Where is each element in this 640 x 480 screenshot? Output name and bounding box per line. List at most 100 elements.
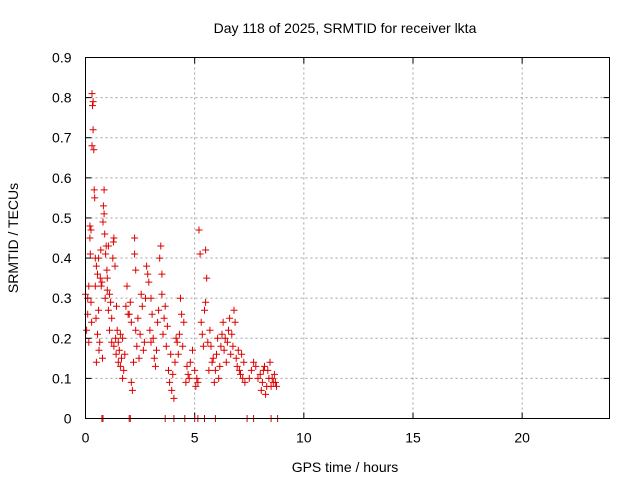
tick-labels: 0 0.1 0.2 0.3 0.4 0.5 0.6 0.7 0.8 0.9 0 5 10 15 20: [52, 50, 530, 446]
data-point: [205, 366, 213, 374]
data-point: [100, 210, 108, 218]
data-point: [182, 378, 190, 386]
y-tick-label: 0.3: [52, 290, 72, 306]
data-point: [252, 362, 260, 370]
data-point: [114, 338, 122, 346]
data-point: [99, 354, 106, 362]
data-point: [214, 334, 222, 342]
data-point: [178, 310, 186, 318]
data-point: [132, 326, 140, 334]
chart-title: Day 118 of 2025, SRMTID for receiver lkt…: [214, 20, 477, 36]
x-tick-label: 5: [191, 430, 199, 446]
x-tick-label: 15: [405, 430, 421, 446]
data-point: [111, 262, 119, 270]
data-point: [208, 358, 216, 366]
data-point: [202, 298, 210, 306]
data-point: [140, 338, 148, 346]
data-point: [115, 346, 123, 354]
data-point: [231, 318, 239, 326]
data-point: [219, 318, 227, 326]
data-point: [104, 242, 112, 250]
data-point: [96, 274, 104, 282]
data-point: [162, 342, 170, 350]
data-point: [234, 346, 242, 354]
data-point: [195, 226, 203, 234]
data-point: [218, 330, 226, 338]
data-point: [237, 370, 244, 378]
data-point: [217, 342, 225, 350]
y-axis-label: SRMTID / TECUs: [5, 183, 21, 293]
data-point: [120, 366, 128, 374]
data-point: [86, 234, 94, 242]
data-points: [82, 90, 282, 422]
data-point: [172, 334, 180, 342]
data-point: [174, 350, 182, 358]
data-point: [166, 378, 174, 386]
data-point: [92, 314, 100, 322]
data-point: [254, 374, 262, 382]
data-point: [160, 314, 168, 322]
data-point: [110, 234, 118, 242]
data-point: [271, 378, 279, 386]
data-point: [211, 366, 219, 374]
y-tick-label: 0.4: [52, 250, 72, 266]
y-tick-label: 0.5: [52, 210, 72, 226]
data-point: [158, 290, 166, 298]
data-point: [118, 354, 125, 362]
data-point: [221, 334, 229, 342]
data-point: [232, 354, 240, 362]
data-point: [96, 338, 104, 346]
data-point: [102, 250, 110, 258]
plot-frame: [85, 57, 610, 419]
data-point: [89, 102, 96, 110]
data-point: [113, 326, 121, 334]
data-point: [144, 270, 152, 278]
data-point: [239, 374, 247, 382]
data-point: [100, 186, 108, 194]
data-point: [107, 298, 115, 306]
data-point: [203, 274, 211, 282]
data-point: [156, 254, 164, 262]
data-point: [186, 358, 194, 366]
data-point: [227, 350, 235, 358]
data-point: [113, 302, 120, 310]
data-point: [198, 330, 206, 338]
x-tick-label: 0: [82, 430, 90, 446]
data-point: [101, 230, 109, 238]
data-point: [126, 298, 134, 306]
x-axis-label: GPS time / hours: [292, 459, 399, 475]
data-point: [88, 318, 96, 326]
data-point: [103, 274, 111, 282]
data-point: [109, 254, 117, 262]
data-point: [131, 250, 139, 258]
data-point: [98, 278, 106, 286]
data-point: [241, 378, 249, 386]
data-point: [87, 298, 95, 306]
data-point: [179, 342, 187, 350]
data-point: [191, 366, 199, 374]
data-point: [116, 330, 124, 338]
data-point: [138, 302, 146, 310]
data-point: [92, 262, 100, 270]
data-point: [204, 338, 212, 346]
data-point: [262, 390, 270, 398]
data-point: [94, 270, 101, 278]
data-point: [92, 358, 100, 366]
data-point: [228, 330, 236, 338]
data-point: [230, 306, 238, 314]
data-point: [247, 366, 255, 374]
data-point: [157, 242, 165, 250]
data-point: [226, 314, 234, 322]
data-point: [99, 202, 107, 210]
data-point: [91, 194, 99, 202]
data-point: [149, 334, 157, 342]
y-tick-label: 0.1: [52, 370, 72, 386]
x-tick-label: 10: [296, 430, 312, 446]
data-point: [103, 286, 111, 294]
data-point: [240, 358, 248, 366]
data-point: [123, 282, 131, 290]
data-point: [185, 374, 193, 382]
data-point: [202, 246, 210, 254]
data-point: [101, 294, 109, 302]
